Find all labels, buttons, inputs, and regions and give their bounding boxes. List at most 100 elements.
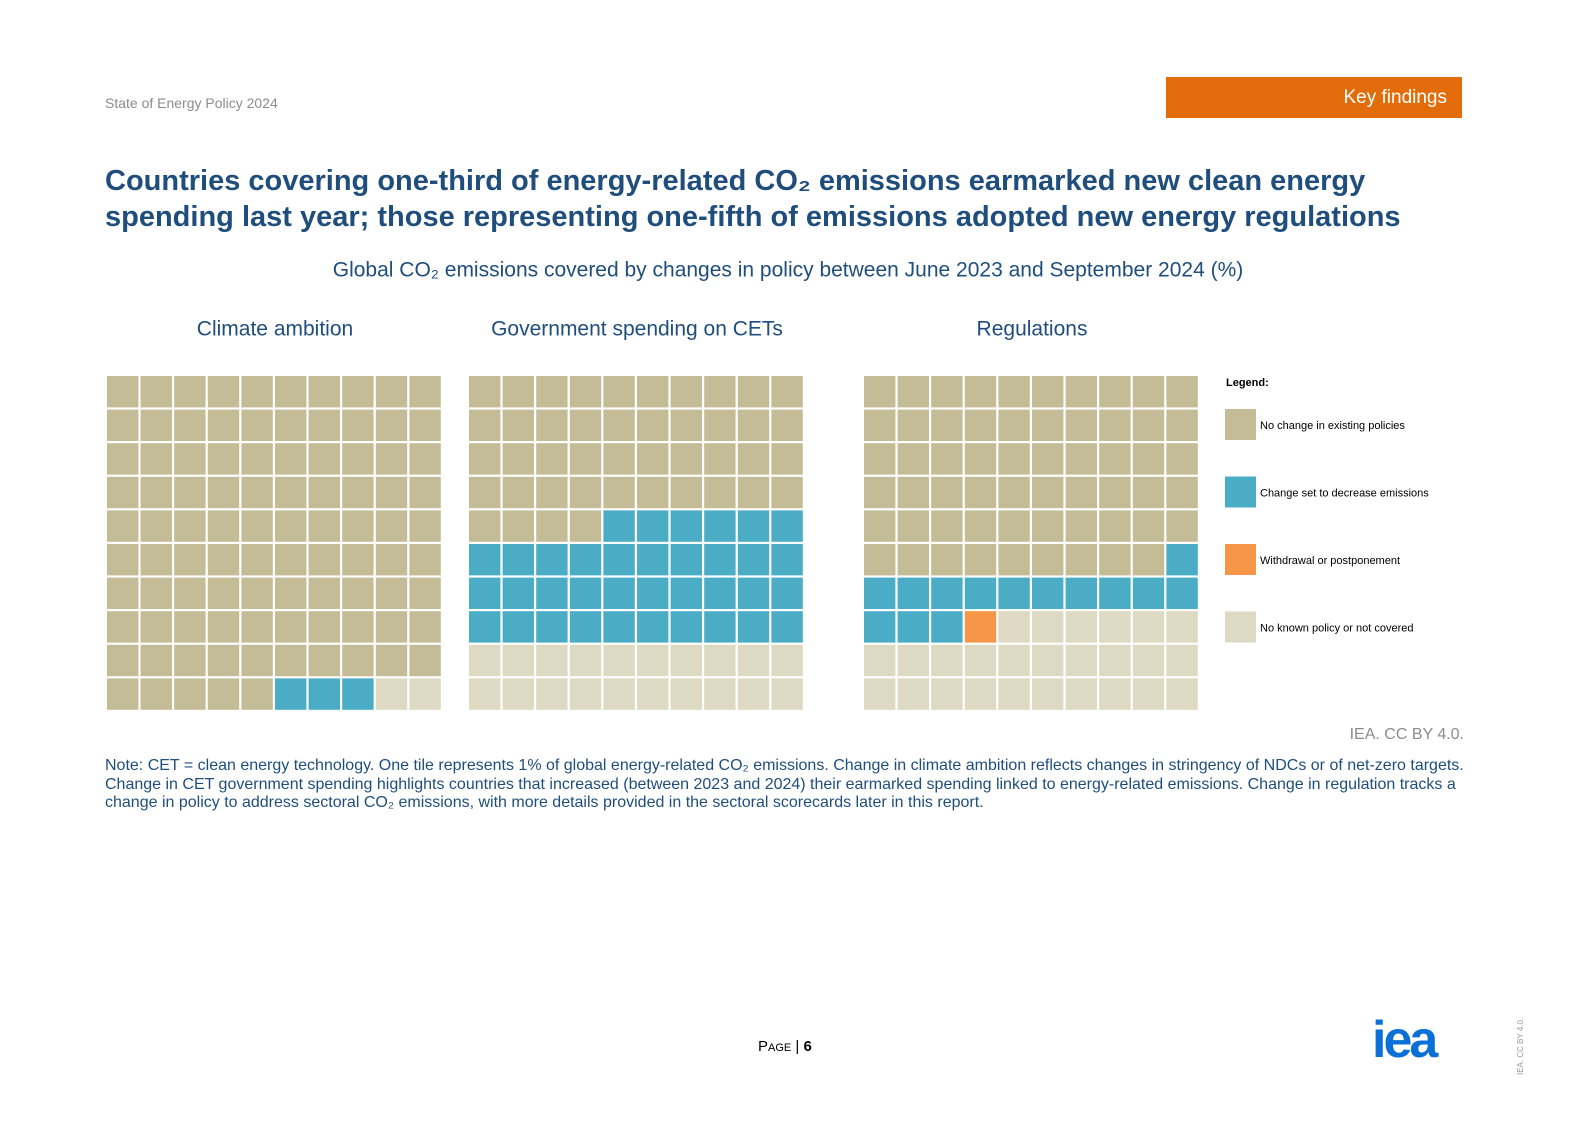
tile — [637, 678, 669, 710]
tile — [704, 544, 736, 576]
tile — [275, 611, 307, 643]
tile — [375, 544, 408, 576]
tile — [342, 443, 374, 475]
tile — [1166, 611, 1198, 643]
tile — [536, 476, 568, 509]
tile — [342, 376, 374, 408]
tile — [1099, 409, 1131, 441]
tile — [469, 409, 501, 441]
tile — [931, 544, 963, 576]
tile — [771, 510, 803, 542]
tile — [207, 611, 240, 643]
tile — [670, 409, 702, 441]
legend-label: No known policy or not covered — [1260, 622, 1413, 634]
tile — [998, 510, 1030, 542]
tile — [1099, 678, 1131, 710]
tile — [207, 644, 240, 677]
tile — [107, 510, 139, 542]
tile — [864, 443, 896, 475]
tile — [502, 544, 534, 576]
tile — [107, 443, 139, 475]
tile — [207, 544, 240, 576]
tile — [241, 678, 273, 710]
tile — [207, 678, 240, 710]
tile — [1166, 544, 1198, 576]
tile — [469, 678, 501, 710]
tile — [342, 409, 374, 441]
tile — [342, 611, 374, 643]
tile — [536, 443, 568, 475]
tile — [1065, 443, 1097, 475]
tile — [241, 376, 273, 408]
tile — [174, 678, 206, 710]
tile — [704, 510, 736, 542]
tile — [704, 644, 736, 677]
tile — [174, 409, 206, 441]
tile — [375, 376, 408, 408]
tile — [140, 611, 172, 643]
tile — [502, 678, 534, 710]
tile — [502, 644, 534, 677]
tile — [864, 577, 896, 609]
tile — [1132, 376, 1165, 408]
tile — [737, 611, 770, 643]
tile — [140, 476, 172, 509]
tile — [737, 544, 770, 576]
tile — [569, 577, 602, 609]
tile — [174, 443, 206, 475]
tile — [998, 611, 1030, 643]
tile — [603, 443, 635, 475]
tile — [207, 577, 240, 609]
tile — [737, 409, 770, 441]
tile — [1099, 544, 1131, 576]
tile — [771, 443, 803, 475]
tile — [771, 409, 803, 441]
tile — [1065, 476, 1097, 509]
tile — [241, 577, 273, 609]
tile — [771, 376, 803, 408]
tile — [670, 611, 702, 643]
tile — [670, 476, 702, 509]
tile — [107, 409, 139, 441]
tile — [1032, 376, 1064, 408]
tile — [637, 644, 669, 677]
chart-title: Global CO₂ emissions covered by changes … — [333, 259, 1244, 282]
tile — [275, 376, 307, 408]
tile — [1032, 510, 1064, 542]
tile — [409, 510, 441, 542]
tile — [409, 376, 441, 408]
tile — [1099, 376, 1131, 408]
tile — [375, 678, 408, 710]
tile — [1032, 443, 1064, 475]
tile — [1099, 476, 1131, 509]
tile — [275, 577, 307, 609]
tile — [469, 476, 501, 509]
tile — [275, 544, 307, 576]
tile — [469, 376, 501, 408]
tile — [536, 678, 568, 710]
tile — [964, 577, 997, 609]
tile — [241, 443, 273, 475]
tile — [569, 409, 602, 441]
tile — [1032, 476, 1064, 509]
tile — [342, 678, 374, 710]
tile — [864, 476, 896, 509]
tile — [140, 510, 172, 542]
tile — [1032, 409, 1064, 441]
tile — [931, 409, 963, 441]
section-tag: Key findings — [1166, 77, 1462, 118]
tile — [174, 476, 206, 509]
tile — [107, 611, 139, 643]
tile — [308, 577, 340, 609]
tile — [704, 611, 736, 643]
tile — [603, 577, 635, 609]
tile — [771, 611, 803, 643]
tile — [1132, 577, 1165, 609]
tile — [931, 476, 963, 509]
tile — [502, 476, 534, 509]
tile — [569, 678, 602, 710]
tile — [342, 510, 374, 542]
tile — [964, 443, 997, 475]
tile — [502, 510, 534, 542]
tile — [241, 510, 273, 542]
